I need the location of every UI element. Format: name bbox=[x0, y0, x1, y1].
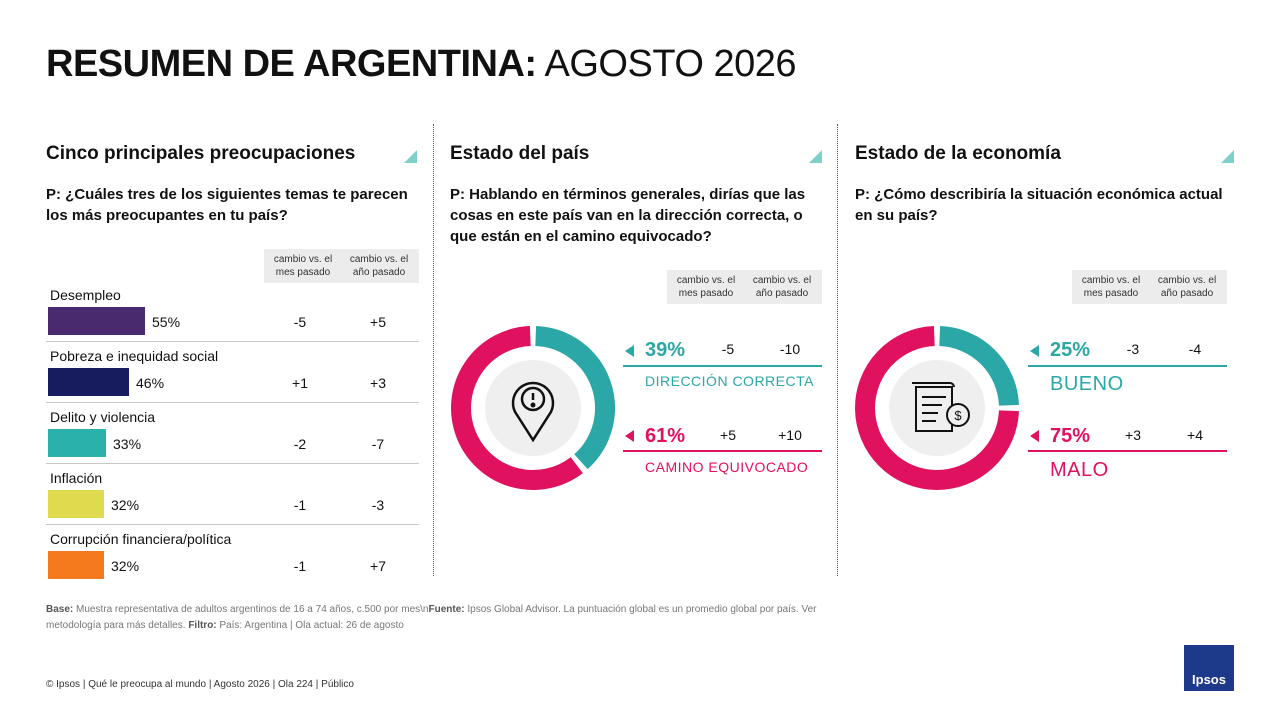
concern-percent: 32% bbox=[111, 558, 140, 574]
concern-year-change: -3 bbox=[371, 497, 385, 513]
svg-text:$: $ bbox=[954, 408, 962, 423]
concern-month-change: -2 bbox=[293, 436, 307, 452]
concern-bar bbox=[48, 368, 129, 396]
wrong-percent: 61% bbox=[645, 425, 686, 447]
concern-percent: 32% bbox=[111, 497, 140, 513]
row-divider bbox=[46, 402, 419, 403]
copyright: © Ipsos | Qué le preocupa al mundo | Ago… bbox=[46, 679, 354, 690]
concern-bar bbox=[48, 551, 104, 579]
corner-accent-icon bbox=[809, 150, 822, 163]
concern-year-change: +3 bbox=[370, 375, 386, 391]
bad-month-change: +3 bbox=[1125, 427, 1141, 443]
correct-label: DIRECCIÓN CORRECTA bbox=[645, 373, 814, 389]
triangle-marker-icon bbox=[1030, 345, 1039, 357]
concern-month-change: +1 bbox=[292, 375, 308, 391]
source-label: Fuente: bbox=[428, 604, 465, 615]
col-header-year: cambio vs. el año pasado bbox=[1157, 275, 1217, 299]
good-underline bbox=[1028, 365, 1227, 367]
correct-month-change: -5 bbox=[721, 341, 735, 357]
ipsos-logo: Ipsos bbox=[1184, 645, 1234, 691]
concern-year-change: +7 bbox=[370, 558, 386, 574]
map-pin-alert-icon bbox=[511, 381, 555, 443]
concern-label: Delito y violencia bbox=[50, 409, 156, 425]
concern-label: Desempleo bbox=[50, 287, 121, 303]
triangle-marker-icon bbox=[625, 430, 634, 442]
concerns-question: P: ¿Cuáles tres de los siguientes temas … bbox=[46, 186, 408, 224]
concern-month-change: -1 bbox=[293, 497, 307, 513]
concern-percent: 55% bbox=[152, 314, 181, 330]
col-header-month: cambio vs. el mes pasado bbox=[676, 275, 736, 299]
filter-label: Filtro: bbox=[188, 620, 217, 631]
concern-bar bbox=[48, 490, 104, 518]
concern-percent: 46% bbox=[136, 375, 165, 391]
donut-center bbox=[889, 360, 985, 456]
bad-label: MALO bbox=[1050, 459, 1109, 481]
wrong-label: CAMINO EQUIVOCADO bbox=[645, 459, 809, 475]
economy-donut-chart: $ bbox=[855, 326, 1019, 490]
base-text: Muestra representativa de adultos argent… bbox=[76, 604, 429, 615]
row-divider bbox=[46, 463, 419, 464]
col-header-month: cambio vs. el mes pasado bbox=[1081, 275, 1141, 299]
donut-segment-bad bbox=[855, 326, 1019, 490]
concern-year-change: -7 bbox=[371, 436, 385, 452]
corner-accent-icon bbox=[404, 150, 417, 163]
page-title: RESUMEN DE ARGENTINA: AGOSTO 2026 bbox=[46, 42, 797, 86]
source-text: Ipsos Global Advisor. La puntuación glob… bbox=[46, 604, 817, 631]
good-label: BUENO bbox=[1050, 373, 1124, 395]
corner-accent-icon bbox=[1221, 150, 1234, 163]
country-column-headers: cambio vs. el mes pasado cambio vs. el a… bbox=[667, 270, 822, 304]
page-title-date: AGOSTO 2026 bbox=[544, 43, 797, 85]
economy-question: P: ¿Cómo describiría la situación económ… bbox=[855, 186, 1223, 224]
good-year-change: -4 bbox=[1188, 341, 1202, 357]
concern-year-change: +5 bbox=[370, 314, 386, 330]
page-title-main: RESUMEN DE ARGENTINA: bbox=[46, 43, 537, 85]
concerns-column-headers: cambio vs. el mes pasado cambio vs. el a… bbox=[264, 249, 419, 283]
correct-year-change: -10 bbox=[779, 341, 801, 357]
bill-dollar-icon: $ bbox=[912, 382, 970, 432]
country-title: Estado del país bbox=[450, 143, 590, 164]
bad-percent: 75% bbox=[1050, 425, 1091, 447]
donut-segment-correct bbox=[535, 326, 615, 470]
concern-percent: 33% bbox=[113, 436, 142, 452]
economy-title: Estado de la economía bbox=[855, 143, 1061, 164]
concern-label: Pobreza e inequidad social bbox=[50, 348, 219, 364]
bad-underline bbox=[1028, 450, 1227, 452]
row-divider bbox=[46, 341, 419, 342]
logo-text: Ipsos bbox=[1192, 672, 1226, 687]
triangle-marker-icon bbox=[1030, 430, 1039, 442]
triangle-marker-icon bbox=[625, 345, 634, 357]
concern-bar bbox=[48, 307, 145, 335]
concern-label: Corrupción financiera/política bbox=[50, 531, 232, 547]
column-divider bbox=[837, 124, 838, 576]
bad-year-change: +4 bbox=[1187, 427, 1203, 443]
col-header-year: cambio vs. el año pasado bbox=[752, 275, 812, 299]
filter-text: País: Argentina | Ola actual: 26 de agos… bbox=[219, 620, 404, 631]
country-donut-chart bbox=[451, 326, 615, 490]
wrong-year-change: +10 bbox=[778, 427, 802, 443]
wrong-month-change: +5 bbox=[720, 427, 736, 443]
footnote: Base: Muestra representativa de adultos … bbox=[46, 602, 846, 634]
country-question: P: Hablando en términos generales, diría… bbox=[450, 186, 806, 245]
good-percent: 25% bbox=[1050, 339, 1091, 361]
base-label: Base: bbox=[46, 604, 74, 615]
concern-bar bbox=[48, 429, 106, 457]
donut-segment-good bbox=[938, 326, 1019, 407]
correct-underline bbox=[623, 365, 822, 367]
good-month-change: -3 bbox=[1126, 341, 1140, 357]
row-divider bbox=[46, 524, 419, 525]
concerns-title: Cinco principales preocupaciones bbox=[46, 143, 356, 164]
concern-month-change: -1 bbox=[293, 558, 307, 574]
economy-column-headers: cambio vs. el mes pasado cambio vs. el a… bbox=[1072, 270, 1227, 304]
col-header-year: cambio vs. el año pasado bbox=[349, 254, 409, 278]
correct-percent: 39% bbox=[645, 339, 686, 361]
donut-segment-wrong bbox=[451, 326, 583, 490]
col-header-month: cambio vs. el mes pasado bbox=[273, 254, 333, 278]
column-divider bbox=[433, 124, 434, 576]
concern-label: Inflación bbox=[50, 470, 103, 486]
wrong-underline bbox=[623, 450, 822, 452]
concern-month-change: -5 bbox=[293, 314, 307, 330]
donut-center bbox=[485, 360, 581, 456]
